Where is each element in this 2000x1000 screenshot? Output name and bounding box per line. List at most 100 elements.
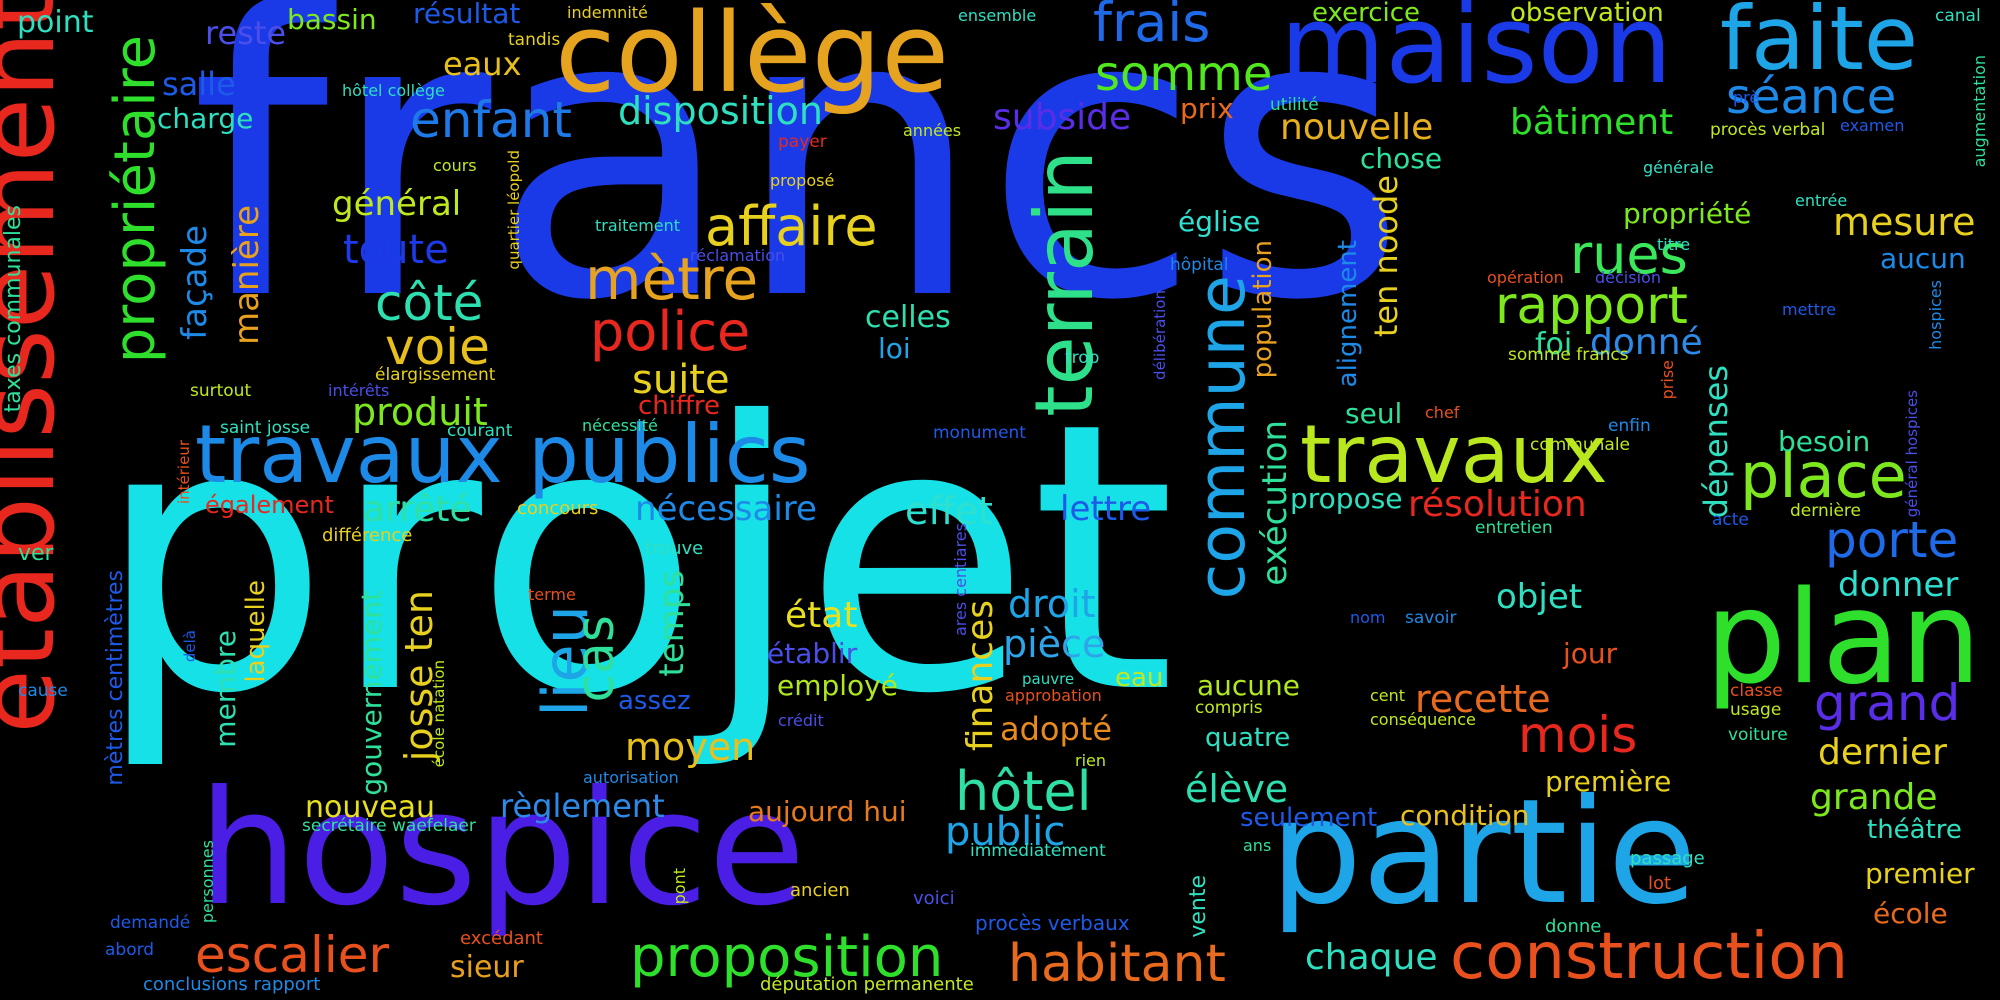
word-traitement: traitement <box>595 216 681 235</box>
word-autorisation: autorisation <box>583 768 679 787</box>
word-necessite: nécessité <box>582 416 658 435</box>
word-compris: compris <box>1195 698 1263 718</box>
word-chose: chose <box>1360 142 1443 175</box>
word-arrete: arrêté <box>363 489 472 530</box>
word-interieur: intérieur <box>175 440 193 505</box>
word-travaux-publics: travaux publics <box>195 408 811 501</box>
word-construction: construction <box>1450 920 1848 994</box>
word-seance: séance <box>1726 69 1897 125</box>
word-besoin: besoin <box>1778 425 1871 458</box>
word-voiture: voiture <box>1728 725 1788 745</box>
word-hospice: hospice <box>198 757 806 941</box>
word-secretaire-waefelaer: secrétaire waefelaer <box>302 816 476 836</box>
word-bassin: bassin <box>287 3 377 36</box>
word-disposition: disposition <box>618 89 823 133</box>
word-difference: différence <box>322 525 413 546</box>
word-savoir: savoir <box>1405 608 1457 628</box>
word-tandis: tandis <box>508 30 561 50</box>
word-reclamation: réclamation <box>690 246 786 265</box>
word-charge: charge <box>157 102 254 135</box>
word-chef: chef <box>1425 403 1460 422</box>
word-terme: terme <box>528 585 576 604</box>
word-assez: assez <box>618 686 691 716</box>
word-resolution: résolution <box>1408 484 1587 525</box>
word-sieur: sieur <box>450 950 524 985</box>
word-deliberation: délibération <box>1151 290 1169 380</box>
word-maniere: manière <box>227 205 267 346</box>
word-dela: delà <box>181 630 199 663</box>
word-exercice: exercice <box>1312 0 1421 28</box>
word-francs: francs <box>190 0 1407 387</box>
word-seul: seul <box>1345 397 1403 430</box>
word-vente: vente <box>1186 875 1211 938</box>
word-generale: générale <box>1643 158 1714 177</box>
word-utilite: utilité <box>1270 95 1319 115</box>
word-aucune: aucune <box>1197 669 1301 702</box>
word-monument: monument <box>933 423 1026 443</box>
word-celles: celles <box>865 300 951 335</box>
word-premier: premier <box>1865 857 1975 890</box>
word-hopital: hôpital <box>1170 255 1229 275</box>
word-donner: donner <box>1838 565 1959 605</box>
word-nouvelle: nouvelle <box>1280 107 1434 148</box>
word-police: police <box>590 300 751 363</box>
word-quatre: quatre <box>1205 723 1291 753</box>
word-cause: cause <box>18 681 68 701</box>
word-voie: voie <box>385 318 490 376</box>
word-annees: années <box>903 121 962 140</box>
word-ancien: ancien <box>790 880 850 901</box>
word-objet: objet <box>1496 577 1583 617</box>
word-consequence: conséquence <box>1370 710 1476 729</box>
word-proces-verbal: procès verbal <box>1710 120 1826 140</box>
word-public: public <box>945 809 1066 855</box>
word-travaux: travaux <box>1300 408 1608 501</box>
word-taxes-communales: taxes communales <box>1 205 26 413</box>
word-pre: prè <box>1733 88 1760 107</box>
word-hotel-college: hôtel collège <box>342 81 445 100</box>
word-proprietaire: propriétaire <box>103 35 168 364</box>
word-donne: donné <box>1590 322 1703 363</box>
word-moyen: moyen <box>625 725 756 769</box>
word-saint-josse: saint josse <box>220 418 311 438</box>
word-canal: canal <box>1935 6 1981 26</box>
word-toute: toute <box>343 227 449 273</box>
word-quartier-leopold: quartier léopold <box>505 150 523 270</box>
word-excedant: excédant <box>460 928 543 949</box>
word-proposition: proposition <box>630 925 944 990</box>
word-pont: pont <box>670 868 689 905</box>
word-adopte: adopté <box>1000 710 1113 748</box>
word-nom: nom <box>1350 608 1386 627</box>
word-cas: cas <box>566 615 626 703</box>
word-etat: état <box>785 595 858 636</box>
word-general-hospices: général hospices <box>1903 390 1921 518</box>
word-projet: projet <box>95 345 1176 775</box>
word-point: point <box>17 5 94 40</box>
word-affaire: affaire <box>705 195 878 258</box>
word-membre: membre <box>209 630 242 748</box>
word-aucun: aucun <box>1880 242 1966 275</box>
word-elargissement: élargissement <box>375 365 496 385</box>
word-produit: produit <box>352 390 488 434</box>
word-population: population <box>1248 240 1278 379</box>
word-grand: grand <box>1814 674 1961 732</box>
word-facade: façade <box>175 225 215 340</box>
word-classe: classe <box>1730 681 1783 701</box>
word-condition: condition <box>1400 799 1530 832</box>
word-prise: prise <box>1658 360 1677 400</box>
word-mesure: mesure <box>1833 200 1976 244</box>
word-etablir: établir <box>767 637 858 670</box>
word-ver: ver <box>18 541 54 566</box>
word-reglement: règlement <box>500 787 665 825</box>
word-salle: salle <box>162 65 236 103</box>
word-titre: titre <box>1657 235 1691 254</box>
word-droit: droit <box>1008 582 1096 626</box>
word-execution: exécution <box>1255 420 1295 586</box>
word-recette: recette <box>1415 677 1551 721</box>
word-subside: subside <box>993 97 1132 138</box>
word-trouve: trouve <box>645 538 704 559</box>
word-premiere: première <box>1545 765 1672 798</box>
word-entretien: entretien <box>1475 518 1553 538</box>
word-ecole-natation: école natation <box>430 660 448 768</box>
word-general: général <box>332 184 462 224</box>
word-pauvre: pauvre <box>1022 670 1075 688</box>
